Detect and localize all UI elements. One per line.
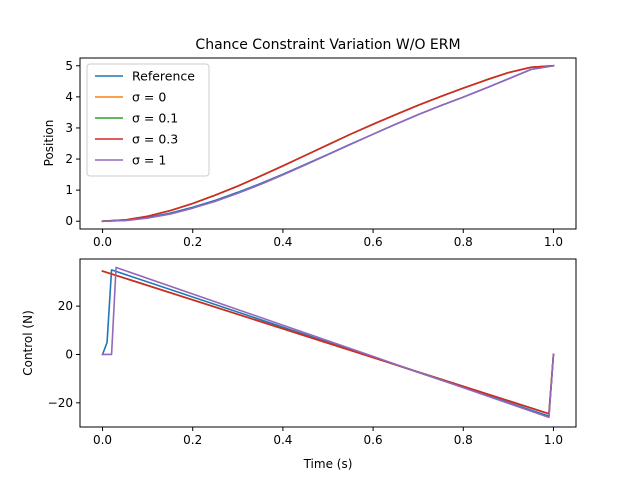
- y-tick-label: 0: [65, 214, 73, 228]
- x-tick-label: 0.6: [364, 235, 383, 249]
- y-tick-label: 3: [65, 121, 73, 135]
- axes-frame: [79, 258, 577, 428]
- legend-label: σ = 0.1: [132, 111, 178, 126]
- x-tick-label: 0.8: [454, 433, 473, 447]
- legend-label: σ = 1: [132, 153, 166, 168]
- legend-label: Reference: [132, 69, 195, 84]
- series-line-3: [101, 64, 555, 223]
- series-line-4: [101, 64, 555, 223]
- position-ylabel: Position: [42, 120, 56, 167]
- y-tick-label: 4: [65, 90, 73, 104]
- x-tick-label: 0.4: [273, 235, 292, 249]
- control-plot: 0.0 0.2 0.4 0.6 0.8 1.0 −20 0 20: [48, 258, 577, 447]
- x-tick-label: 0.6: [364, 433, 383, 447]
- y-tick-label: 2: [65, 152, 73, 166]
- x-tick-label: 0.0: [93, 235, 112, 249]
- position-plot: 0.0 0.2 0.4 0.6 0.8 1.0 0 1 2 3 4 5: [65, 57, 577, 249]
- legend-label: σ = 0: [132, 90, 166, 105]
- legend-box: [86, 63, 210, 177]
- x-tick-label: 0.4: [273, 433, 292, 447]
- y-tick-label: 5: [65, 59, 73, 73]
- legend-label: σ = 0.3: [132, 132, 178, 147]
- axes-frame: [79, 57, 577, 230]
- x-tick-label: 0.2: [183, 235, 202, 249]
- x-tick-label: 1.0: [544, 433, 563, 447]
- series-line-4: [101, 266, 555, 419]
- x-tick-label: 0.2: [183, 433, 202, 447]
- legend: Reference σ = 0 σ = 0.1 σ = 0.3 σ = 1: [86, 63, 210, 177]
- y-tick-label: 20: [58, 299, 73, 313]
- chart-title: Chance Constraint Variation W/O ERM: [195, 37, 460, 53]
- x-tick-label: 0.0: [93, 433, 112, 447]
- control-ylabel: Control (N): [21, 310, 35, 376]
- x-tick-label: 0.8: [454, 235, 473, 249]
- time-xlabel: Time (s): [303, 457, 353, 471]
- y-tick-label: −20: [48, 396, 73, 410]
- y-tick-label: 0: [65, 347, 73, 361]
- x-tick-label: 1.0: [544, 235, 563, 249]
- y-tick-label: 1: [65, 183, 73, 197]
